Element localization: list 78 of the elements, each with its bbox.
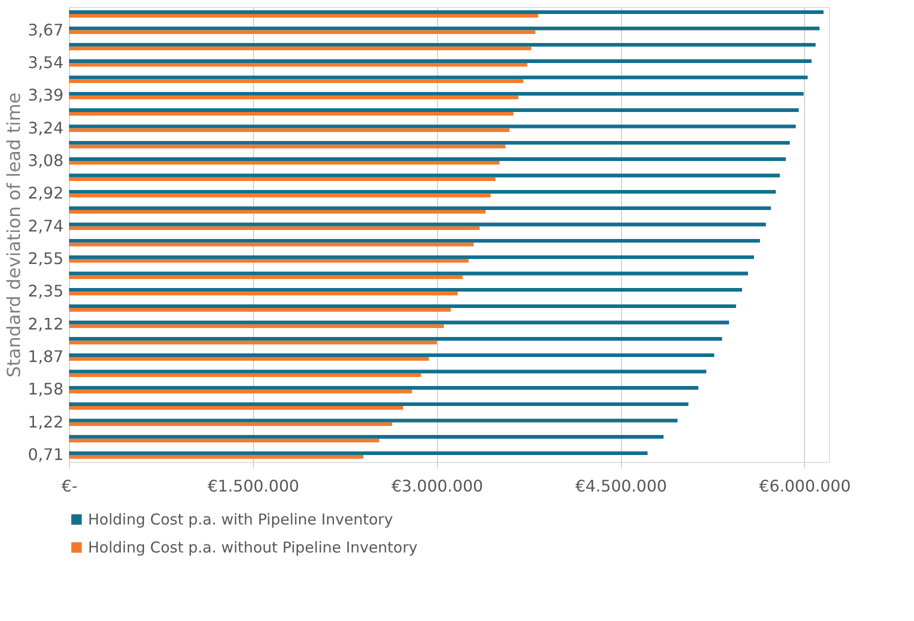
y-tick-label: 3,54 [28,52,64,72]
bar [69,206,771,210]
legend-label: Holding Cost p.a. with Pipeline Inventory [88,510,394,528]
y-tick-label: 3,08 [28,150,64,170]
bar [69,402,688,406]
bar [69,288,742,292]
y-tick-label: 1,22 [28,412,64,432]
y-tick-label: 3,24 [28,118,64,138]
bar [69,62,528,67]
bar [69,59,812,63]
bar [69,275,463,280]
bar [69,108,799,112]
bar [69,337,722,341]
bar [69,10,824,14]
bar [69,174,780,178]
x-tick-label: €3.000.000 [391,476,484,496]
bar [69,124,796,128]
bar [69,144,506,148]
bar [69,390,412,394]
bar [69,190,776,194]
bar [69,14,538,18]
bar [69,79,524,83]
bar [69,373,421,378]
bar [69,435,664,439]
x-tick-label: €- [62,476,78,496]
bar [69,42,816,47]
bar [69,157,786,161]
bar [69,370,706,374]
bar [69,451,648,456]
y-tick-label: 3,67 [28,20,64,40]
y-tick-label: 2,74 [28,216,64,236]
y-tick-label: 2,35 [28,282,64,301]
bar [69,324,444,328]
y-tick-label: 0,71 [28,445,64,464]
bar [69,418,678,422]
bar [69,226,480,230]
bar [69,438,380,442]
bar [69,272,748,276]
bar [69,386,698,390]
bar [69,292,458,296]
bar [69,112,514,116]
y-tick-label: 3,39 [28,86,64,105]
y-tick-label: 2,92 [28,184,64,203]
y-axis-title: Standard deviation of lead time [4,92,25,378]
bar [69,210,486,214]
bar [69,340,437,344]
bar [69,259,469,263]
bar [69,160,500,165]
x-tick-label: €6.000.000 [759,476,851,496]
x-tick-label: €1.500.000 [208,476,300,496]
bar [69,222,766,226]
bar [69,177,496,181]
bar [69,26,820,30]
bar [69,357,429,361]
bar [69,30,536,34]
bar [69,76,808,80]
y-tick-label: 2,55 [28,249,64,268]
bar [69,255,754,260]
bar [69,353,714,358]
y-tick-label: 2,12 [28,314,64,334]
bar [69,320,730,324]
x-tick-label: €4.500.000 [575,476,667,496]
bar [69,96,518,100]
bar [69,238,760,243]
bar [69,128,510,132]
y-tick-label: 1,58 [28,380,64,399]
y-tick-label: 1,87 [28,347,64,366]
bar [69,455,364,459]
bar [69,140,790,145]
bar [69,92,804,96]
bar [69,422,392,426]
bar [69,46,532,50]
bar [69,242,474,246]
bar [69,194,491,198]
bar [69,406,404,410]
legend-label: Holding Cost p.a. without Pipeline Inventory [88,538,418,556]
bar [69,308,451,312]
bar [69,304,736,308]
